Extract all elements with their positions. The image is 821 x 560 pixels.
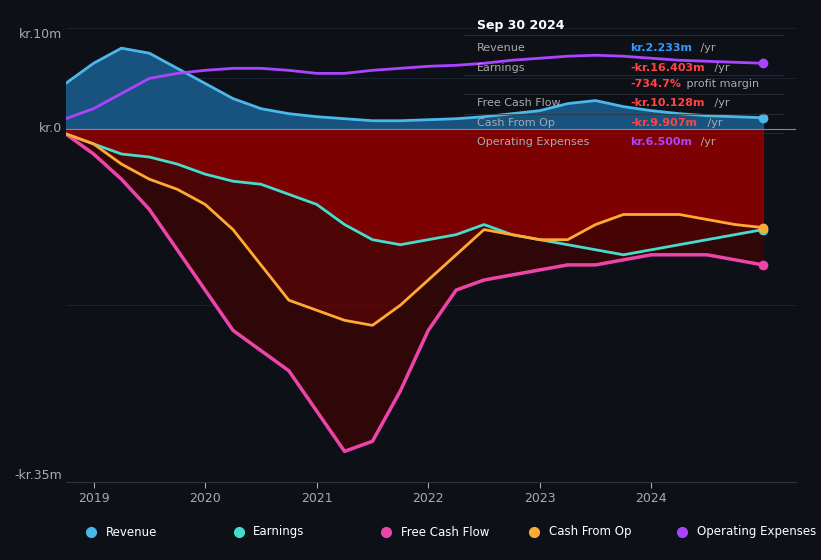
Text: -kr.16.403m: -kr.16.403m	[631, 63, 705, 73]
Text: /yr: /yr	[711, 63, 730, 73]
Text: Free Cash Flow: Free Cash Flow	[477, 99, 560, 109]
Text: profit margin: profit margin	[683, 79, 759, 89]
Text: /yr: /yr	[697, 137, 715, 147]
Text: /yr: /yr	[697, 44, 715, 53]
Text: -kr.9.907m: -kr.9.907m	[631, 118, 697, 128]
Text: Earnings: Earnings	[477, 63, 525, 73]
Text: Operating Expenses: Operating Expenses	[697, 525, 816, 539]
Text: Sep 30 2024: Sep 30 2024	[477, 19, 564, 32]
Text: Revenue: Revenue	[106, 525, 157, 539]
Text: Earnings: Earnings	[254, 525, 305, 539]
Text: -kr.35m: -kr.35m	[14, 469, 62, 482]
Text: Cash From Op: Cash From Op	[477, 118, 554, 128]
Text: Cash From Op: Cash From Op	[548, 525, 631, 539]
Text: kr.2.233m: kr.2.233m	[631, 44, 692, 53]
Text: -734.7%: -734.7%	[631, 79, 681, 89]
Text: kr.6.500m: kr.6.500m	[631, 137, 692, 147]
Text: kr.0: kr.0	[39, 122, 62, 136]
Text: kr.10m: kr.10m	[19, 28, 62, 41]
Text: -kr.10.128m: -kr.10.128m	[631, 99, 705, 109]
Text: Revenue: Revenue	[477, 44, 525, 53]
Text: /yr: /yr	[704, 118, 722, 128]
Text: Operating Expenses: Operating Expenses	[477, 137, 589, 147]
Text: /yr: /yr	[711, 99, 730, 109]
Text: Free Cash Flow: Free Cash Flow	[401, 525, 489, 539]
